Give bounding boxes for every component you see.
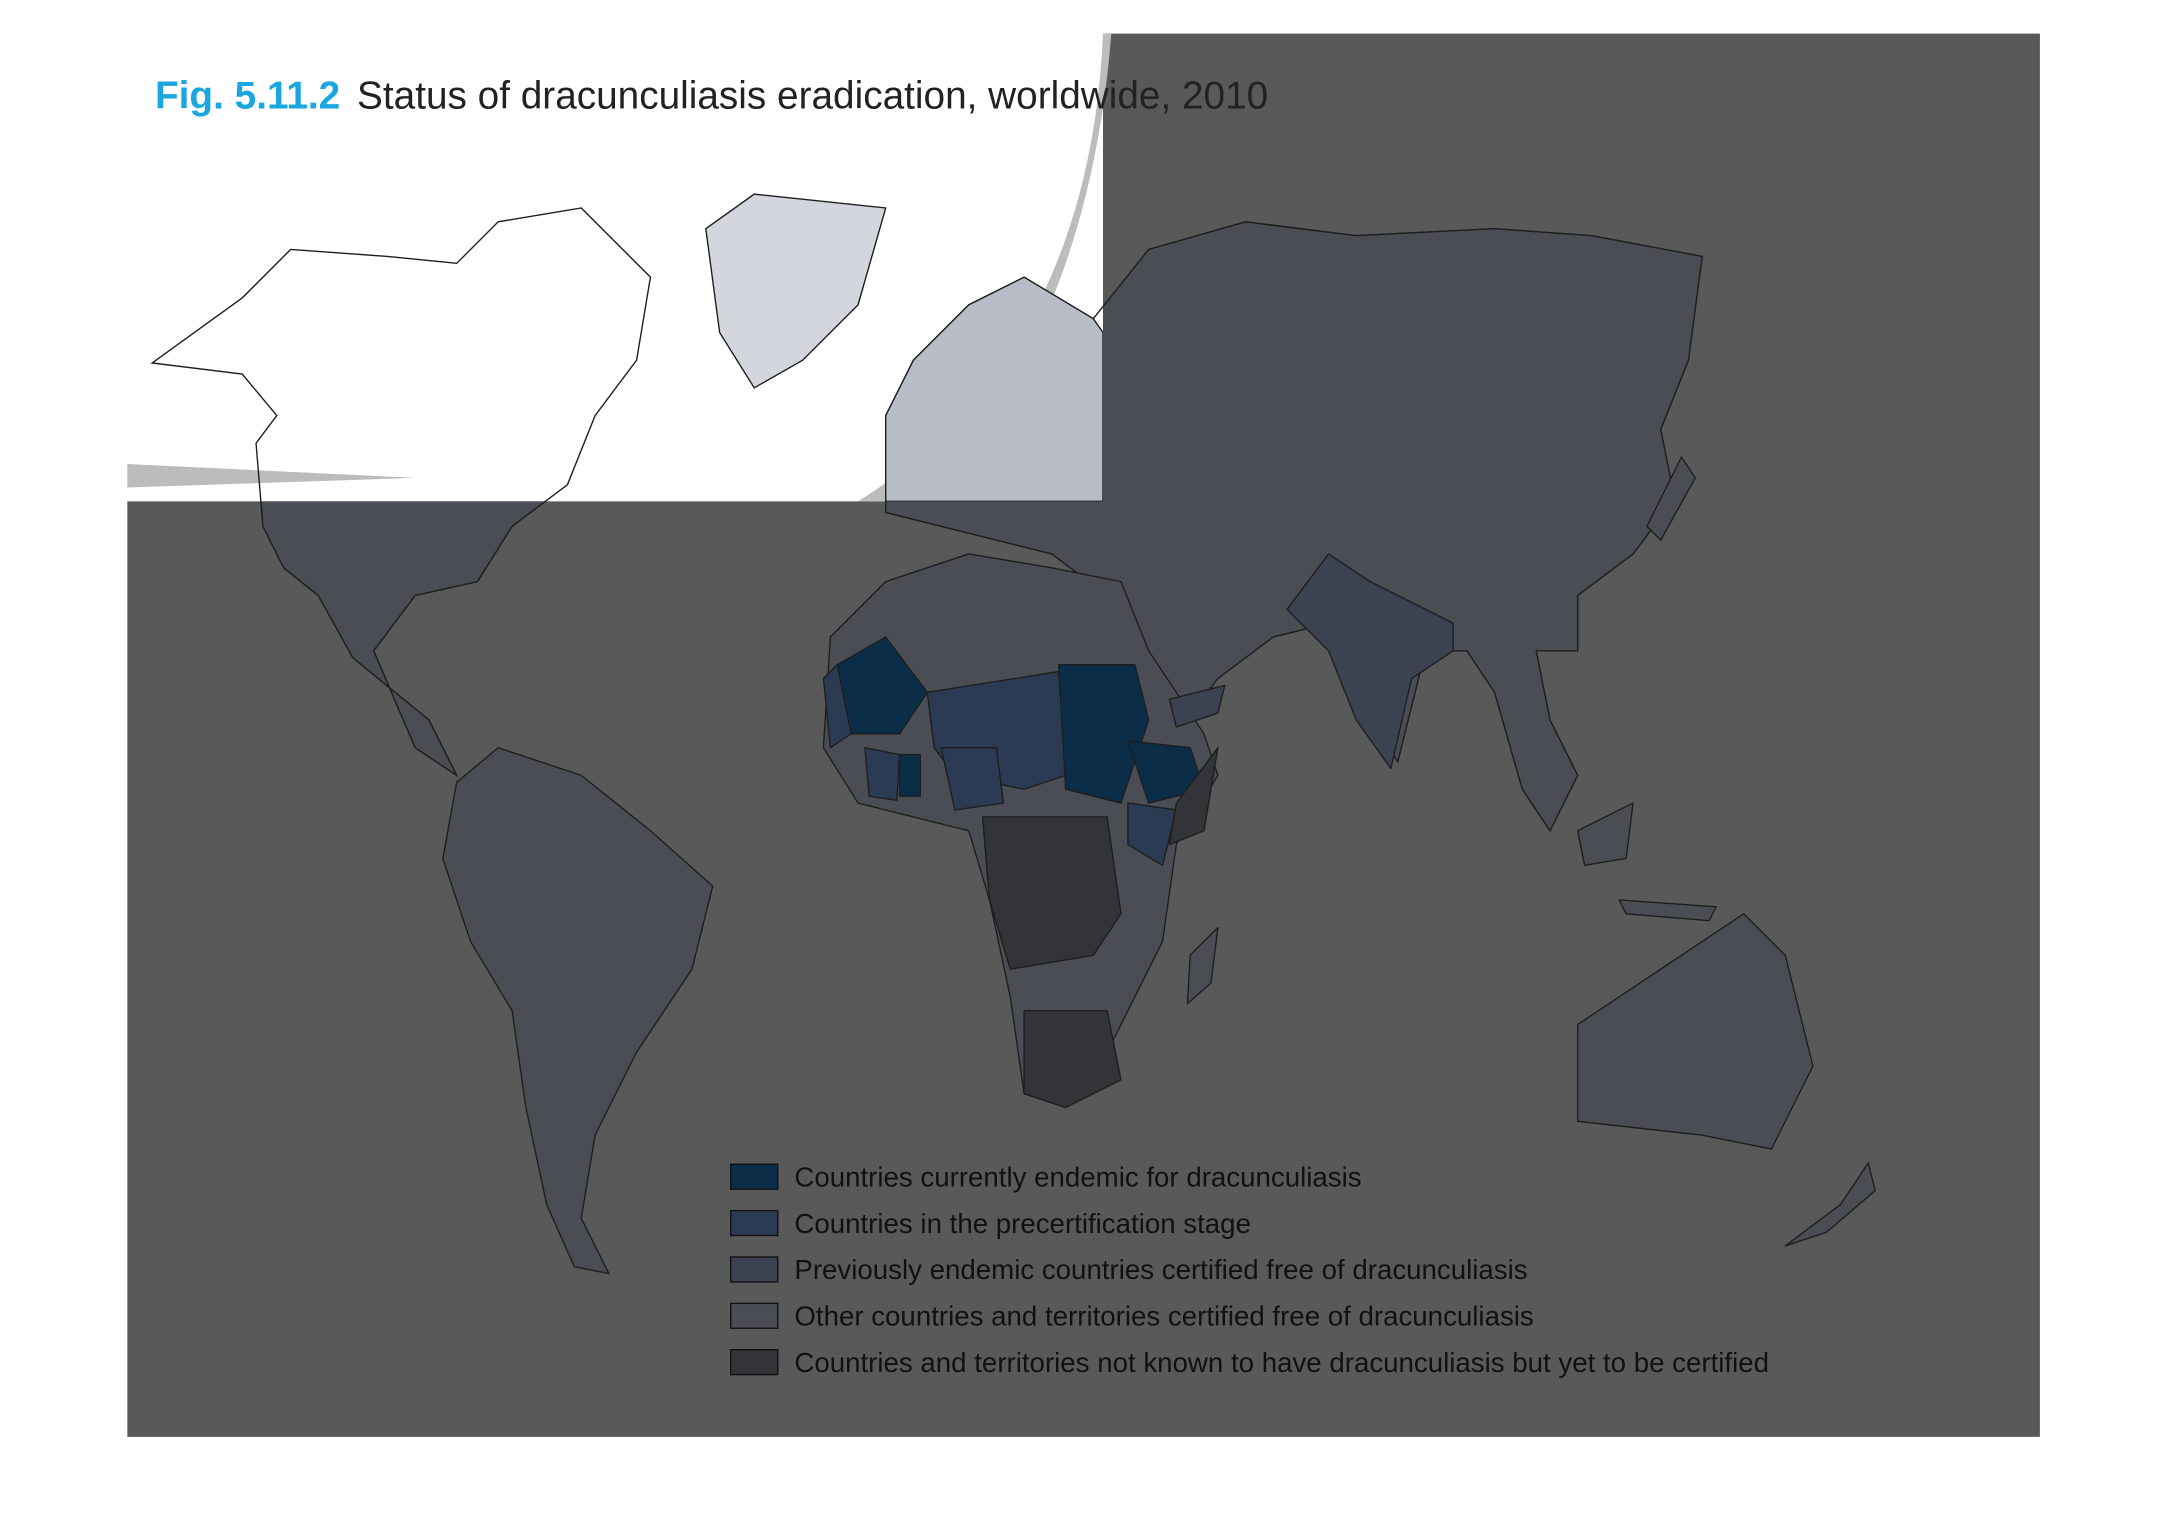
legend-swatch (730, 1256, 779, 1283)
greenland (705, 193, 887, 389)
legend-label: Other countries and territories certifie… (794, 1300, 1533, 1331)
legend-swatch (730, 1163, 779, 1190)
legend-label: Countries currently endemic for dracuncu… (794, 1161, 1361, 1192)
land-outline (151, 193, 1703, 832)
figure-number: Fig. 5.11.2 (155, 74, 340, 117)
legend-label: Countries and territories not known to h… (794, 1347, 1769, 1378)
europe-north (885, 276, 1104, 503)
countries (151, 207, 1876, 1275)
legend-swatch (730, 1302, 779, 1329)
legend-swatch (730, 1209, 779, 1237)
legend-label: Previously endemic countries certified f… (794, 1254, 1527, 1285)
map-shading (127, 463, 416, 488)
figure-title: Status of dracunculiasis eradication, wo… (357, 74, 1268, 117)
legend: Countries currently endemic for dracuncu… (730, 1161, 1769, 1378)
legend-label: Countries in the precertification stage (794, 1208, 1251, 1239)
legend-swatch (730, 1349, 779, 1376)
